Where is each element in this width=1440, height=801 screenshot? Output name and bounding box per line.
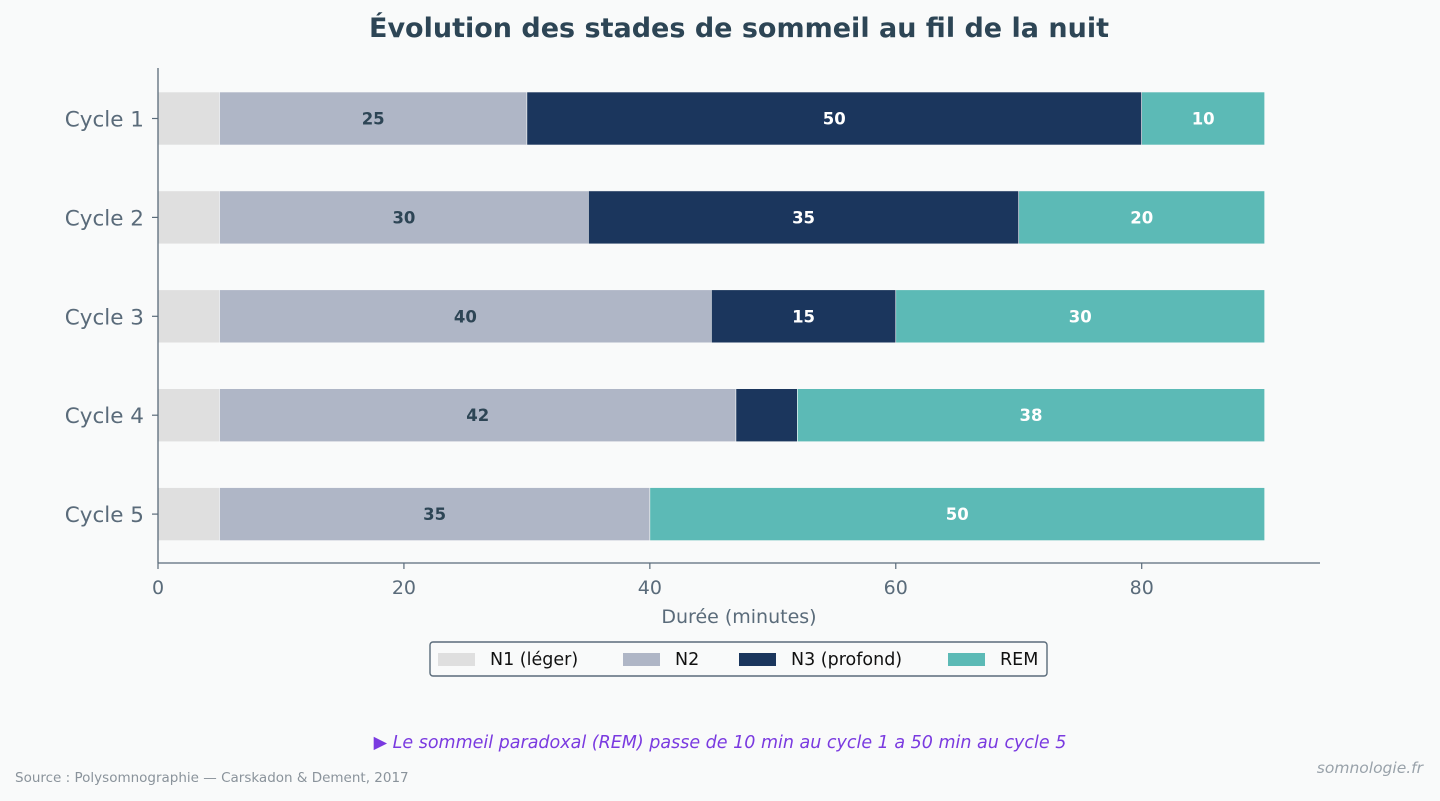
- legend-label: REM: [1000, 650, 1038, 670]
- data-label: 30: [392, 208, 415, 227]
- legend-swatch: [739, 653, 776, 666]
- legend-swatch: [948, 653, 985, 666]
- x-tick-label: 40: [638, 577, 662, 599]
- bar-segment-n2-cycle-1: [219, 91, 528, 146]
- bar-segment-n1-cycle-3: [157, 289, 220, 344]
- legend-label: N2: [675, 650, 699, 670]
- bar-segment-n3-cycle-1: [526, 91, 1143, 146]
- x-tick-label: 20: [392, 577, 416, 599]
- legend: N1 (léger) N2 N3 (profond) REM: [429, 641, 1048, 677]
- bar-segment-n2-cycle-3: [219, 289, 712, 344]
- data-label: 35: [792, 208, 815, 227]
- bar-segment-rem-cycle-3: [895, 289, 1265, 344]
- legend-label: N1 (léger): [490, 650, 578, 670]
- bar-segment-n3-cycle-3: [711, 289, 897, 344]
- y-tick-label: Cycle 3: [65, 305, 144, 330]
- data-label: 20: [1130, 208, 1153, 227]
- bar-segment-n3-cycle-4: [735, 388, 798, 443]
- data-label: 30: [1069, 307, 1092, 326]
- legend-label: N3 (profond): [791, 650, 902, 670]
- x-tick-label: 80: [1130, 577, 1154, 599]
- legend-swatch: [438, 653, 475, 666]
- bar-segment-rem-cycle-1: [1141, 91, 1265, 146]
- bar-segment-rem-cycle-4: [797, 388, 1265, 443]
- bar-segment-n2-cycle-2: [219, 190, 589, 245]
- bar-segment-rem-cycle-5: [649, 487, 1265, 541]
- legend-box: [429, 641, 1048, 677]
- data-label: 35: [423, 505, 446, 524]
- data-label: 25: [362, 110, 385, 129]
- data-label: 42: [466, 406, 489, 425]
- data-label: 40: [454, 307, 477, 326]
- annotation-text: ▶ Le sommeil paradoxal (REM) passe de 10…: [373, 733, 1067, 753]
- bar-segment-n1-cycle-1: [157, 91, 220, 146]
- data-label: 15: [792, 307, 815, 326]
- data-label: 38: [1020, 406, 1043, 425]
- bar-segment-rem-cycle-2: [1018, 190, 1265, 245]
- y-tick-label: Cycle 5: [65, 503, 144, 528]
- axes-layer: 0 20 40 60 80 Cycle 1 Cycle 2 Cycle 3 Cycle 4 Cyc…: [65, 68, 1320, 599]
- bar-segment-n2-cycle-4: [219, 388, 737, 443]
- site-watermark: somnologie.fr: [1316, 759, 1423, 777]
- bar-segment-n1-cycle-2: [157, 190, 220, 245]
- bar-segment-n1-cycle-5: [157, 487, 220, 541]
- bar-segment-n1-cycle-4: [157, 388, 220, 443]
- x-tick-label: 60: [884, 577, 908, 599]
- bar-segment-n2-cycle-5: [219, 487, 651, 541]
- bar-segment-n3-cycle-2: [588, 190, 1020, 245]
- y-tick-label: Cycle 4: [65, 404, 144, 429]
- y-tick-label: Cycle 2: [65, 206, 144, 231]
- data-label: 50: [823, 110, 846, 129]
- data-label: 10: [1192, 110, 1215, 129]
- data-label: 50: [946, 505, 969, 524]
- legend-swatch: [623, 653, 660, 666]
- bars-layer: 25 50 10 30 35 20 40 15 30 42 38 35 50: [157, 91, 1265, 541]
- x-tick-label: 0: [152, 577, 164, 599]
- x-axis-label: Durée (minutes): [661, 606, 816, 628]
- chart-title: Évolution des stades de sommeil au fil d…: [369, 12, 1109, 44]
- y-tick-label: Cycle 1: [65, 108, 144, 133]
- source-text: Source : Polysomnographie — Carskadon & …: [15, 770, 409, 786]
